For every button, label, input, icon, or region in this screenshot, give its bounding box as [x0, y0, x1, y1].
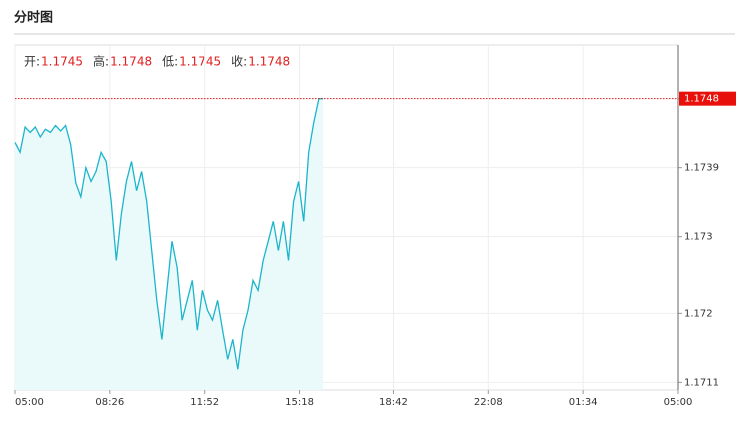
last-price-tag [679, 91, 736, 106]
y-tick-label: 1.1711 [684, 377, 719, 388]
x-tick-label: 01:34 [569, 397, 598, 408]
info-value: 1.1745 [179, 55, 221, 69]
x-tick-label: 05:00 [15, 397, 44, 408]
y-tick-label: 1.172 [684, 308, 713, 319]
info-value: 1.1745 [41, 55, 83, 69]
x-tick-label: 11:52 [190, 397, 219, 408]
price-line [14, 98, 323, 370]
info-label: 开: [24, 55, 40, 69]
chart-title: 分时图 [14, 10, 53, 26]
info-value: 1.1748 [248, 55, 290, 69]
area [15, 98, 324, 390]
y-tick-label: 1.1739 [684, 163, 719, 174]
info-label: 低: [162, 55, 178, 69]
x-tick-label: 22:08 [474, 397, 503, 408]
x-tick-label: 05:00 [664, 397, 693, 408]
info-bar: 开: 1.1745 高: 1.1748 低: 1.1745 收: 1.1748 [24, 54, 290, 69]
x-tick-label: 18:42 [379, 397, 408, 408]
last-price-label: 1.1748 [684, 94, 719, 105]
y-tick-label: 1.173 [684, 232, 713, 243]
x-tick-label: 15:18 [285, 397, 314, 408]
info-label: 收: [231, 55, 247, 69]
info-label: 高: [93, 54, 109, 69]
x-tick-label: 08:26 [95, 397, 124, 408]
info-value: 1.1748 [110, 55, 152, 69]
